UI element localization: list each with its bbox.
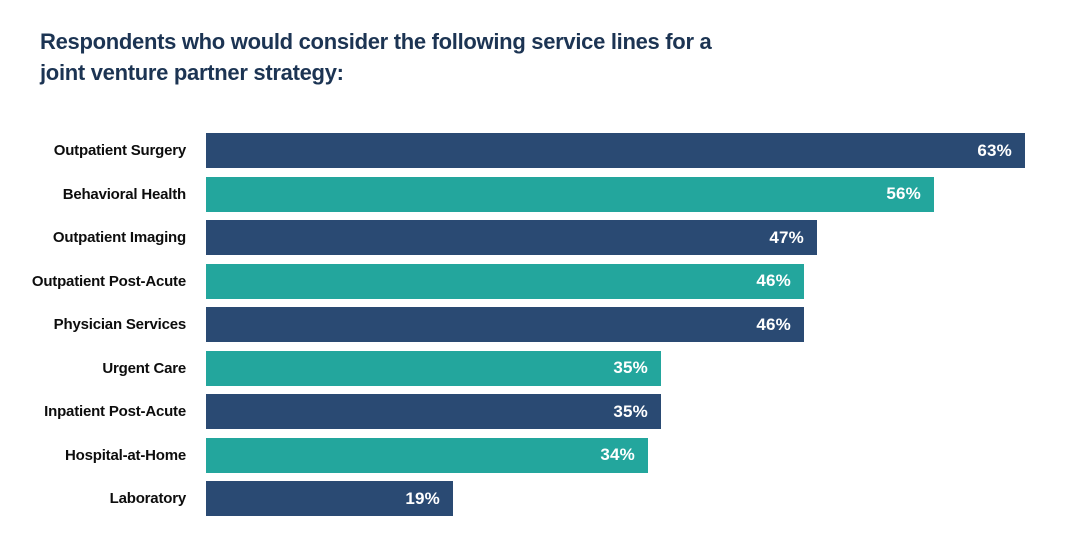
category-label: Behavioral Health xyxy=(62,185,187,203)
bar-row: Urgent Care 35% xyxy=(0,350,1084,386)
bar-track: 63% xyxy=(196,133,1084,168)
value-label: 46% xyxy=(756,314,791,334)
category-label: Inpatient Post-Acute xyxy=(44,403,186,420)
bar-row: Outpatient Post-Acute 46% xyxy=(0,263,1084,299)
bar-row: Outpatient Surgery 63% xyxy=(0,133,1084,168)
bar-row: Hospital-at-Home 34% xyxy=(0,437,1084,473)
bar-row: Physician Services 46% xyxy=(0,307,1084,342)
chart-title-line-1: Respondents who would consider the follo… xyxy=(40,29,712,54)
category-label: Hospital-at-Home xyxy=(65,446,186,464)
category-label: Outpatient Post-Acute xyxy=(31,272,186,290)
category-label: Outpatient Surgery xyxy=(53,142,186,159)
value-label: 47% xyxy=(769,227,804,247)
value-label: 56% xyxy=(886,184,921,203)
bar: 46% xyxy=(206,263,804,299)
bar-track: 35% xyxy=(196,394,1084,429)
value-label: 19% xyxy=(405,488,440,508)
bar-rows: Outpatient Surgery 63% Behavioral Health 56… xyxy=(0,133,1084,516)
bar-track: 19% xyxy=(196,481,1084,516)
bar-row: Behavioral Health 56% xyxy=(0,176,1084,212)
bar-track: 46% xyxy=(196,263,1084,299)
bar-track: 46% xyxy=(196,307,1084,342)
bar-row: Inpatient Post-Acute 35% xyxy=(0,394,1084,429)
bar: 34% xyxy=(206,437,648,473)
bar-track: 47% xyxy=(196,220,1084,255)
bar-row: Laboratory 19% xyxy=(0,481,1084,516)
value-label: 35% xyxy=(613,358,648,377)
bar-track: 56% xyxy=(196,176,1084,212)
value-label: 35% xyxy=(613,401,648,421)
bar: 47% xyxy=(206,220,817,255)
value-label: 46% xyxy=(756,271,791,290)
bar: 56% xyxy=(206,176,934,212)
chart-title: Respondents who would consider the follo… xyxy=(40,26,712,88)
category-label: Physician Services xyxy=(53,316,187,333)
bar: 35% xyxy=(206,350,661,386)
bar: 46% xyxy=(206,307,804,342)
bar: 35% xyxy=(206,394,661,429)
value-label: 34% xyxy=(600,445,635,464)
category-label: Outpatient Imaging xyxy=(52,229,186,246)
bar-row: Outpatient Imaging 47% xyxy=(0,220,1084,255)
chart-title-line-2: joint venture partner strategy: xyxy=(40,60,344,85)
bar: 63% xyxy=(206,133,1025,168)
category-label: Laboratory xyxy=(109,490,187,507)
category-label: Urgent Care xyxy=(102,359,186,377)
value-label: 63% xyxy=(977,140,1012,160)
bar: 19% xyxy=(206,481,453,516)
bar-track: 35% xyxy=(196,350,1084,386)
bar-track: 34% xyxy=(196,437,1084,473)
